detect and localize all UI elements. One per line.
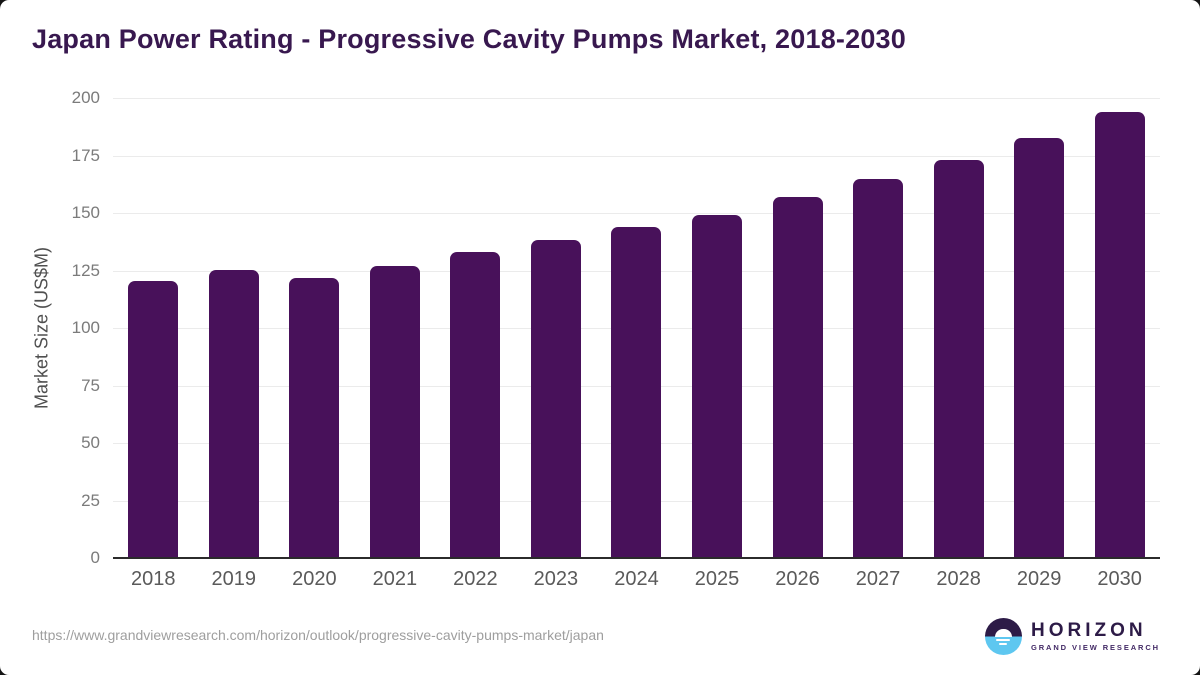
bar-2027[interactable] — [853, 179, 904, 558]
bar-2028[interactable] — [933, 159, 984, 558]
y-tick-label-25: 25 — [81, 490, 100, 510]
bar-slot-2027 — [838, 98, 919, 558]
bar-2022[interactable] — [450, 252, 501, 558]
sun-icon — [994, 628, 1012, 637]
x-tick-label-2021: 2021 — [372, 568, 418, 590]
x-axis-labels: 2018 2019 2020 2021 2022 2023 2024 2025 2026 2027… — [113, 568, 1160, 591]
x-tick-label-2020: 2020 — [292, 568, 337, 590]
bar-2026[interactable] — [772, 197, 823, 558]
bar-2024[interactable] — [611, 227, 662, 558]
y-tick-label-175: 175 — [71, 145, 100, 165]
bar-2020[interactable] — [289, 278, 340, 558]
x-tick-label-2022: 2022 — [453, 568, 498, 590]
bar-slot-2029 — [999, 98, 1080, 558]
sun-reflection-line — [996, 638, 1011, 641]
bars — [113, 98, 1160, 558]
chart-title: Japan Power Rating - Progressive Cavity … — [32, 24, 906, 54]
x-tick-label-2029: 2029 — [1016, 568, 1062, 590]
source-url: https://www.grandviewresearch.com/horizo… — [32, 627, 604, 643]
x-tick-label-2026: 2026 — [775, 568, 820, 590]
y-tick-label-125: 125 — [71, 260, 100, 280]
gridline-175 — [113, 155, 1160, 157]
y-axis-labels: 0 25 50 75 100 125 150 175 200 — [0, 88, 100, 567]
logo-tagline: GRAND VIEW RESEARCH — [1030, 643, 1160, 653]
x-tick-label-2027: 2027 — [855, 568, 901, 590]
logo-brand: HORIZON — [1030, 620, 1147, 642]
x-tick-label-2023: 2023 — [533, 568, 579, 590]
y-tick-label-150: 150 — [71, 203, 100, 222]
bar-2029[interactable] — [1014, 138, 1065, 558]
x-tick-label-2018: 2018 — [131, 568, 176, 590]
bar-slot-2019 — [194, 98, 275, 558]
x-tick-label-2025: 2025 — [694, 568, 740, 590]
x-tick-label-2024: 2024 — [614, 568, 659, 590]
bar-2023[interactable] — [530, 240, 581, 558]
sun-reflection-line — [999, 642, 1008, 645]
y-tick-label-50: 50 — [81, 433, 100, 452]
bar-slot-2020 — [274, 98, 355, 558]
gridline-150 — [113, 213, 1160, 214]
gridline-200 — [113, 98, 1160, 99]
bar-slot-2018 — [113, 98, 194, 558]
y-tick-label-0: 0 — [90, 548, 100, 567]
bar-slot-2024 — [596, 98, 677, 558]
x-tick-label-2028: 2028 — [936, 568, 981, 590]
horizon-logo-icon — [984, 618, 1022, 655]
plot-area — [113, 98, 1160, 559]
bar-2019[interactable] — [208, 269, 259, 558]
bar-slot-2030 — [1079, 98, 1160, 558]
bar-2021[interactable] — [369, 266, 420, 558]
bar-2030[interactable] — [1094, 112, 1145, 558]
bar-2018[interactable] — [128, 280, 179, 558]
y-tick-label-100: 100 — [71, 318, 100, 337]
bar-slot-2021 — [355, 98, 436, 558]
x-tick-label-2019: 2019 — [211, 568, 257, 590]
bar-slot-2026 — [757, 98, 838, 558]
bar-slot-2028 — [918, 98, 999, 558]
logo-text: HORIZON GRAND VIEW RESEARCH — [1031, 621, 1160, 652]
x-axis-line — [113, 557, 1160, 559]
horizon-logo: HORIZON GRAND VIEW RESEARCH — [984, 618, 1160, 655]
bar-2025[interactable] — [691, 215, 742, 558]
x-tick-label-2030: 2030 — [1097, 568, 1142, 590]
y-tick-label-75: 75 — [81, 375, 100, 395]
bar-slot-2023 — [516, 98, 597, 558]
bar-slot-2022 — [435, 98, 516, 558]
y-tick-label-200: 200 — [71, 88, 100, 107]
bar-slot-2025 — [677, 98, 758, 558]
